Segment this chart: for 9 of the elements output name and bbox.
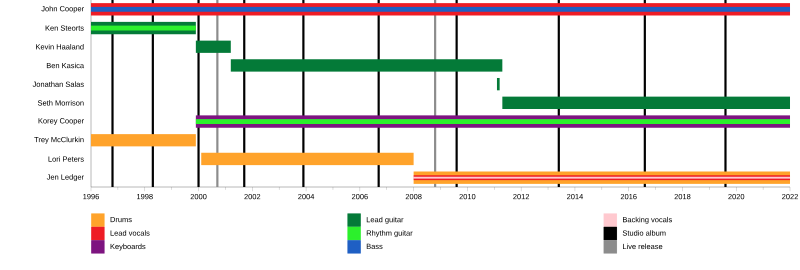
bar [196,119,790,124]
bar [496,78,500,90]
bar [196,40,231,53]
bar [91,6,790,12]
bar [230,59,502,72]
bar [201,152,414,166]
bar [91,134,196,146]
bar [91,26,196,30]
bar [502,96,790,110]
